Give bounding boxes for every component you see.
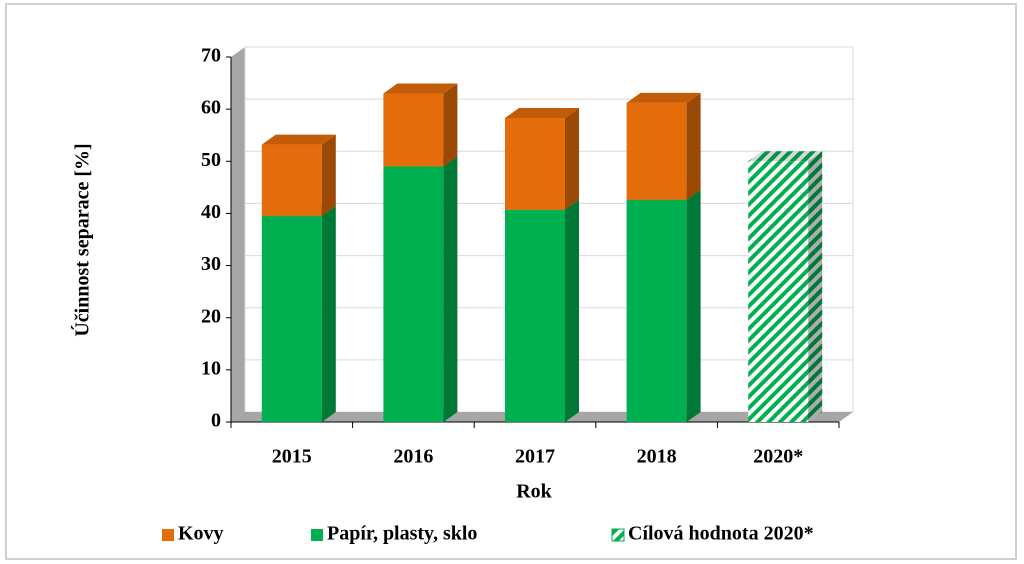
bar <box>626 199 687 422</box>
bar-side <box>321 134 336 217</box>
bar <box>748 161 809 423</box>
bar-top <box>748 151 823 162</box>
bar-side <box>443 156 458 422</box>
bar-top <box>505 108 579 119</box>
x-tick-label: 2017 <box>515 446 555 468</box>
bar-side <box>565 108 579 210</box>
bar-side <box>686 92 701 200</box>
x-tick-label: 2020* <box>753 446 803 468</box>
y-tick-label: 20 <box>201 305 221 327</box>
x-tick-label: 2018 <box>637 446 677 468</box>
bar-top <box>383 83 458 94</box>
left-wall <box>231 47 245 422</box>
y-tick-label: 60 <box>201 97 221 119</box>
y-axis-label: Účinnost separace [%] <box>70 143 94 336</box>
legend-swatch <box>162 529 174 541</box>
bar-side <box>321 206 336 422</box>
legend-label: Cílová hodnota 2020* <box>628 523 814 545</box>
y-tick-label: 50 <box>201 149 221 171</box>
y-tick-label: 10 <box>201 357 221 379</box>
bar-side <box>808 151 823 423</box>
bar <box>505 118 565 210</box>
bar-side <box>686 189 701 422</box>
bar <box>261 216 322 422</box>
x-tick-label: 2016 <box>393 446 433 468</box>
bar <box>383 166 444 422</box>
x-tick-label: 2015 <box>272 446 312 468</box>
bar-side <box>565 199 579 422</box>
bar-top <box>626 92 701 103</box>
legend-label: Papír, plasty, sklo <box>327 523 477 545</box>
x-axis-label: Rok <box>516 481 552 503</box>
legend-swatch <box>311 529 323 541</box>
legend-label: Kovy <box>178 523 224 545</box>
bar <box>626 102 687 200</box>
bar <box>383 93 444 167</box>
bar-side <box>443 83 458 167</box>
bar-top <box>261 134 336 145</box>
y-tick-label: 40 <box>201 201 221 223</box>
legend-swatch <box>611 528 625 542</box>
y-tick-label: 0 <box>211 410 221 432</box>
bar <box>505 209 565 422</box>
y-tick-label: 30 <box>201 253 221 275</box>
y-tick-label: 70 <box>201 45 221 67</box>
bar <box>261 144 322 217</box>
